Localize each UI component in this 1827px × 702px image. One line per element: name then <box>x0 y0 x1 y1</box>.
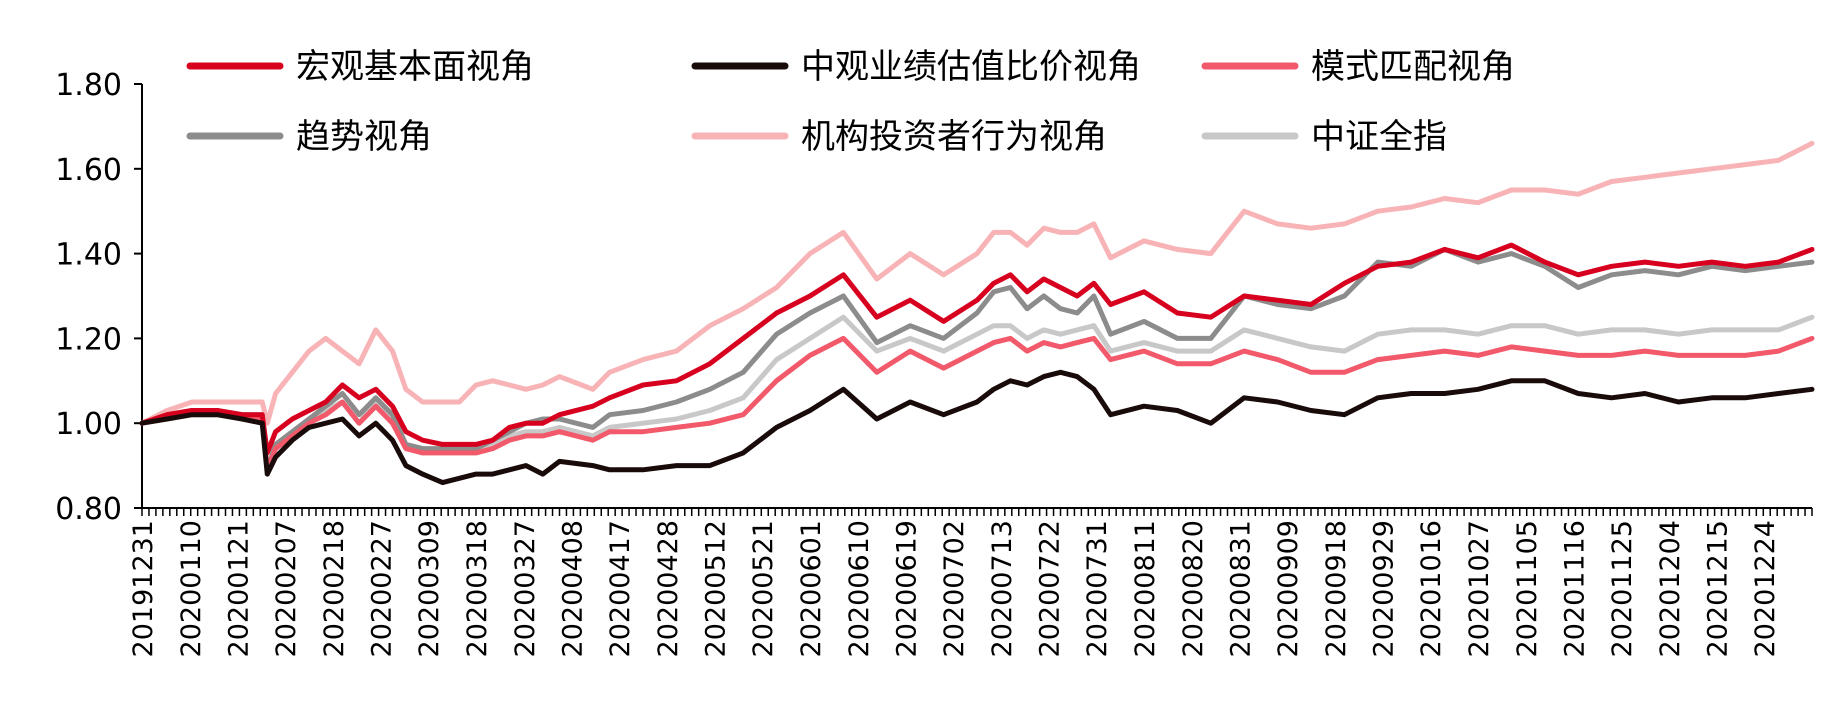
series-line-0 <box>139 242 1815 456</box>
x-tick-label: 20200428 <box>653 520 684 657</box>
x-tick-label: 20200722 <box>1035 520 1066 657</box>
x-tick-label: 20200702 <box>939 520 970 657</box>
y-tick-label: 0.80 <box>55 492 122 527</box>
x-tick-label: 20200731 <box>1082 520 1113 657</box>
x-tick-label: 20201105 <box>1512 520 1543 657</box>
x-tick-label: 20200218 <box>319 520 350 657</box>
series-line-2 <box>139 335 1815 473</box>
series-group <box>139 140 1815 486</box>
x-tick-label: 20200811 <box>1130 520 1161 657</box>
x-tick-label: 20200909 <box>1273 520 1304 657</box>
x-tick-label: 20200121 <box>223 520 254 657</box>
x-tick-label: 20200601 <box>796 520 827 657</box>
x-tick-label: 20200227 <box>367 520 398 657</box>
y-tick-label: 1.80 <box>55 68 122 103</box>
x-tick-label: 20200918 <box>1321 520 1352 657</box>
x-tick-label: 20200417 <box>605 520 636 657</box>
x-tick-label: 20200110 <box>176 520 207 657</box>
legend-label: 机构投资者行为视角 <box>801 117 1107 157</box>
legend-item: 趋势视角 <box>186 117 432 157</box>
y-tick-label: 1.40 <box>55 238 122 273</box>
x-tick-label: 20201204 <box>1655 520 1686 657</box>
x-tick-label: 20201215 <box>1703 520 1734 657</box>
x-tick-label: 20200309 <box>414 520 445 657</box>
x-tick-label: 20200327 <box>510 520 541 657</box>
series-line-5 <box>139 314 1815 477</box>
legend-item: 宏观基本面视角 <box>186 47 534 87</box>
x-tick-label: 20200521 <box>748 520 779 657</box>
x-tick-label: 20200713 <box>987 520 1018 657</box>
legend-label: 中观业绩估值比价视角 <box>801 47 1141 87</box>
y-tick-label: 1.60 <box>55 153 122 188</box>
x-tick-label: 20200207 <box>271 520 302 657</box>
x-tick-label: 20200610 <box>844 520 875 657</box>
x-tick-label: 20201224 <box>1750 520 1781 657</box>
legend-label: 中证全指 <box>1311 117 1447 157</box>
x-tick-label: 20201116 <box>1559 520 1590 657</box>
x-tick-label: 20200831 <box>1225 520 1256 657</box>
x-tick-label: 20201027 <box>1464 520 1495 657</box>
x-tick-label: 20200820 <box>1178 520 1209 657</box>
legend-label: 模式匹配视角 <box>1311 47 1515 87</box>
legend-item: 模式匹配视角 <box>1201 47 1515 87</box>
series-line-1 <box>139 369 1815 486</box>
x-tick-label: 20201125 <box>1607 520 1638 657</box>
axes: 0.80 1.00 1.20 1.40 1.60 1.80 20191231 20200110… <box>55 68 1813 657</box>
x-tick-label: 20200318 <box>462 520 493 657</box>
x-tick-label: 20200619 <box>891 520 922 657</box>
x-tick-label: 20200512 <box>701 520 732 657</box>
y-tick-label: 1.00 <box>55 407 122 442</box>
series-line-4 <box>139 140 1815 426</box>
x-tick-label: 20200929 <box>1369 520 1400 657</box>
legend-label: 宏观基本面视角 <box>296 47 534 87</box>
x-tick-label: 20191231 <box>128 520 159 657</box>
legend-item: 机构投资者行为视角 <box>691 117 1107 157</box>
x-tick-label: 20200408 <box>557 520 588 657</box>
legend-item: 中观业绩估值比价视角 <box>691 47 1141 87</box>
x-tick-label: 20201016 <box>1416 520 1447 657</box>
legend-label: 趋势视角 <box>296 117 432 157</box>
y-tick-label: 1.20 <box>55 322 122 357</box>
legend-item: 中证全指 <box>1201 117 1447 157</box>
